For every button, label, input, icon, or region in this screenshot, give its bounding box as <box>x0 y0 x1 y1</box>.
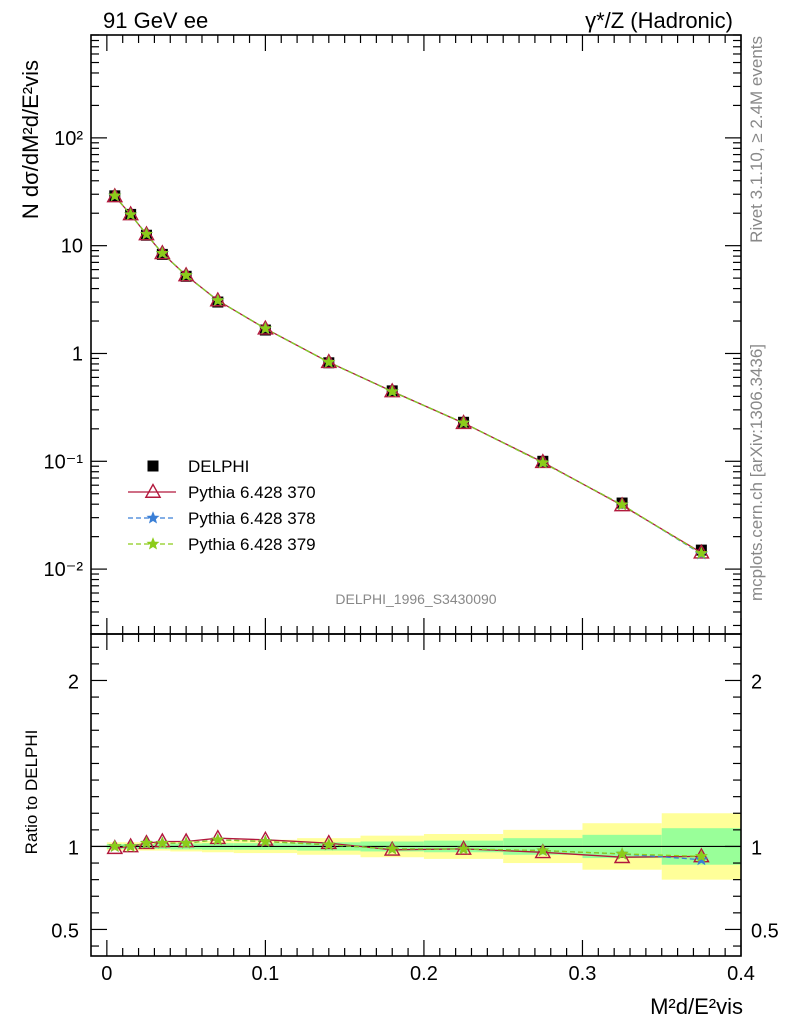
ratio-y-tick-label: 2 <box>68 671 79 693</box>
side-label-rivet: Rivet 3.1.10, ≥ 2.4M events <box>747 36 766 243</box>
ratio-point-3 <box>457 842 471 855</box>
ratio-point-3 <box>385 842 399 855</box>
ratio-point-1 <box>257 830 274 846</box>
ratio-point-1 <box>320 834 338 850</box>
ratio-point-3 <box>124 839 138 852</box>
ratio-point-1 <box>177 832 195 848</box>
series-point-3 <box>615 497 629 511</box>
ratio-point-3 <box>179 836 193 849</box>
x-tick-label: 0.4 <box>727 963 755 985</box>
legend-label-1: Pythia 6.428 370 <box>188 483 316 502</box>
series-point-3 <box>385 384 399 398</box>
ratio-y-tick-label-right: 0.5 <box>751 920 779 942</box>
x-tick-label: 0.1 <box>251 963 279 985</box>
ratio-point-3 <box>536 843 550 857</box>
ratio-point-3 <box>694 849 708 862</box>
main-y-tick-label: 10⁻² <box>44 559 84 581</box>
analysis-watermark: DELPHI_1996_S3430090 <box>335 591 496 607</box>
ratio-y-tick-label: 0.5 <box>51 920 79 942</box>
legend-label-2: Pythia 6.428 378 <box>188 509 316 528</box>
ratio-frame <box>90 633 742 957</box>
ratio-y-axis-label: Ratio to DELPHI <box>22 730 41 855</box>
legend: DELPHI Pythia 6.428 370 Pythia 6.428 378 Py… <box>128 457 316 554</box>
ratio-point-3 <box>322 837 336 851</box>
ratio-point-1 <box>209 829 227 845</box>
series-point-3 <box>139 227 153 240</box>
series-point-3 <box>258 321 272 335</box>
ratio-y-tick-label-right: 1 <box>751 837 762 859</box>
ratio-point-3 <box>155 836 169 849</box>
header-right-label: γ*/Z (Hadronic) <box>585 8 733 33</box>
ratio-y-tick-label: 1 <box>68 837 79 859</box>
x-tick-label: 0.2 <box>410 963 438 985</box>
ratio-point-1 <box>613 848 631 864</box>
ratio-plot-area: 0 0.1 0.2 0.3 0.4 0.5 0.5 1 1 2 2 <box>51 633 779 985</box>
ratio-point-3 <box>258 834 272 847</box>
main-y-axis-label: N dσ/dM²d/E²vis <box>18 60 43 219</box>
side-label-mcplots: mcplots.cern.ch [arXiv:1306.3436] <box>747 344 766 601</box>
series-point-3 <box>108 189 122 202</box>
ratio-point-3 <box>139 836 153 849</box>
x-tick-label: 0 <box>101 963 112 985</box>
x-axis-label: M²d/E²vis <box>650 994 743 1019</box>
main-y-tick-label: 10 <box>61 236 83 258</box>
x-tick-label: 0.3 <box>569 963 597 985</box>
legend-label-3: Pythia 6.428 379 <box>188 535 316 554</box>
legend-label-0: DELPHI <box>188 457 249 476</box>
series-point-3 <box>211 293 225 307</box>
series-point-3 <box>536 455 550 469</box>
series-point-3 <box>155 246 169 259</box>
ratio-y-tick-label-right: 2 <box>751 671 762 693</box>
series-point-3 <box>124 207 138 221</box>
ratio-point-1 <box>106 839 124 855</box>
legend-marker-2 <box>146 511 160 524</box>
legend-marker-0 <box>147 460 159 472</box>
legend-marker-1 <box>144 483 162 498</box>
series-point-3 <box>457 416 471 429</box>
header-left-label: 91 GeV ee <box>103 8 208 33</box>
main-y-tick-label: 1 <box>72 343 83 365</box>
ratio-point-3 <box>615 847 629 860</box>
legend-marker-3 <box>146 537 160 550</box>
main-y-tick-label: 10⁻¹ <box>44 451 84 473</box>
main-y-tick-label: 10² <box>54 128 83 150</box>
series-point-3 <box>322 355 336 368</box>
series-point-3 <box>179 268 193 281</box>
series-point-3 <box>694 546 708 559</box>
ratio-point-3 <box>108 839 122 852</box>
ratio-point-1 <box>534 843 552 859</box>
ratio-point-1 <box>154 832 171 848</box>
ratio-point-3 <box>211 832 225 846</box>
